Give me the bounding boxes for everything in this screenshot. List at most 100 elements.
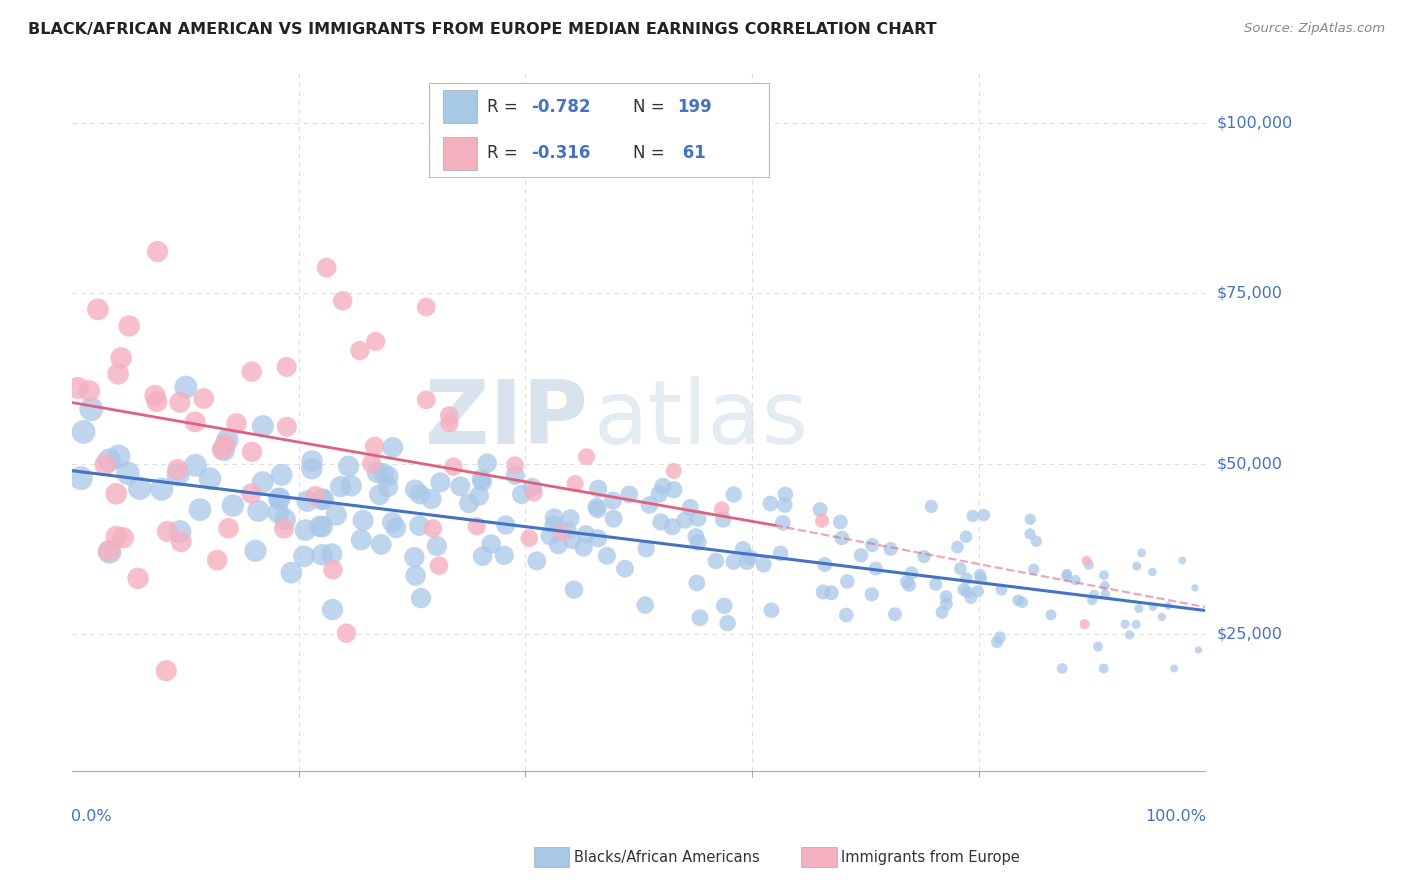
Point [166, 462, 188, 476]
Point [1011, 595, 1033, 609]
Point [860, 587, 883, 601]
Point [990, 582, 1012, 597]
Point [638, 498, 661, 512]
Point [340, 479, 363, 493]
Point [1128, 601, 1150, 615]
Point [896, 574, 918, 589]
Point [381, 516, 404, 530]
Point [156, 524, 179, 539]
Point [962, 508, 984, 523]
Point [193, 392, 215, 406]
Point [898, 578, 921, 592]
Point [198, 472, 221, 486]
Point [562, 582, 585, 597]
Point [426, 539, 449, 553]
Point [713, 599, 735, 613]
Point [1025, 534, 1047, 549]
Point [94, 458, 117, 472]
Point [557, 524, 579, 538]
Point [973, 508, 995, 522]
Point [143, 388, 166, 402]
Point [1064, 573, 1087, 587]
Point [966, 584, 988, 599]
Point [292, 549, 315, 564]
Point [811, 514, 834, 528]
Point [97, 544, 120, 558]
Point [814, 558, 837, 572]
Point [970, 572, 993, 586]
Point [955, 572, 977, 586]
Point [1094, 579, 1116, 593]
Point [170, 534, 193, 549]
Point [169, 524, 191, 539]
Point [415, 392, 437, 407]
Point [769, 547, 792, 561]
Point [752, 558, 775, 572]
Point [835, 607, 858, 622]
Point [503, 468, 526, 483]
Point [312, 492, 335, 507]
Point [1019, 512, 1042, 526]
Text: Blacks/African Americans: Blacks/African Americans [574, 850, 759, 864]
Point [731, 542, 754, 557]
Point [1092, 661, 1115, 675]
Point [650, 515, 672, 529]
Point [363, 439, 385, 453]
Point [477, 456, 499, 470]
Point [252, 419, 274, 434]
Point [117, 467, 139, 481]
Point [988, 630, 1011, 644]
Point [377, 469, 399, 483]
Point [240, 445, 263, 459]
Point [360, 457, 382, 471]
Point [510, 487, 533, 501]
Point [969, 568, 991, 582]
Text: ZIP: ZIP [425, 376, 588, 463]
Point [1083, 588, 1105, 602]
Point [112, 531, 135, 545]
Point [252, 475, 274, 490]
Point [381, 440, 404, 454]
Point [377, 480, 399, 494]
Point [222, 499, 245, 513]
Point [270, 467, 292, 482]
Point [321, 602, 343, 616]
Point [218, 521, 240, 535]
Point [458, 496, 481, 510]
Point [586, 482, 609, 496]
Point [267, 491, 290, 506]
Point [322, 563, 344, 577]
Point [87, 302, 110, 317]
Point [297, 494, 319, 508]
Point [614, 562, 637, 576]
Text: Immigrants from Europe: Immigrants from Europe [841, 850, 1019, 864]
Point [404, 550, 426, 565]
Point [925, 577, 948, 591]
Point [1056, 569, 1078, 583]
Point [865, 561, 887, 575]
Point [830, 515, 852, 529]
Point [686, 576, 709, 591]
Point [849, 549, 872, 563]
Point [602, 493, 624, 508]
Point [368, 488, 391, 502]
Point [429, 475, 451, 490]
Point [276, 359, 298, 374]
Point [1094, 587, 1116, 601]
Point [986, 635, 1008, 649]
Point [884, 607, 907, 622]
Point [366, 466, 388, 480]
Point [146, 244, 169, 259]
Point [70, 471, 93, 485]
Point [247, 504, 270, 518]
Point [912, 549, 935, 564]
Point [311, 519, 333, 533]
Point [704, 554, 727, 568]
Point [1150, 610, 1173, 624]
Point [494, 549, 516, 563]
Point [471, 475, 494, 489]
Point [72, 425, 94, 439]
Point [538, 529, 561, 543]
Point [775, 487, 797, 501]
Point [184, 458, 207, 473]
